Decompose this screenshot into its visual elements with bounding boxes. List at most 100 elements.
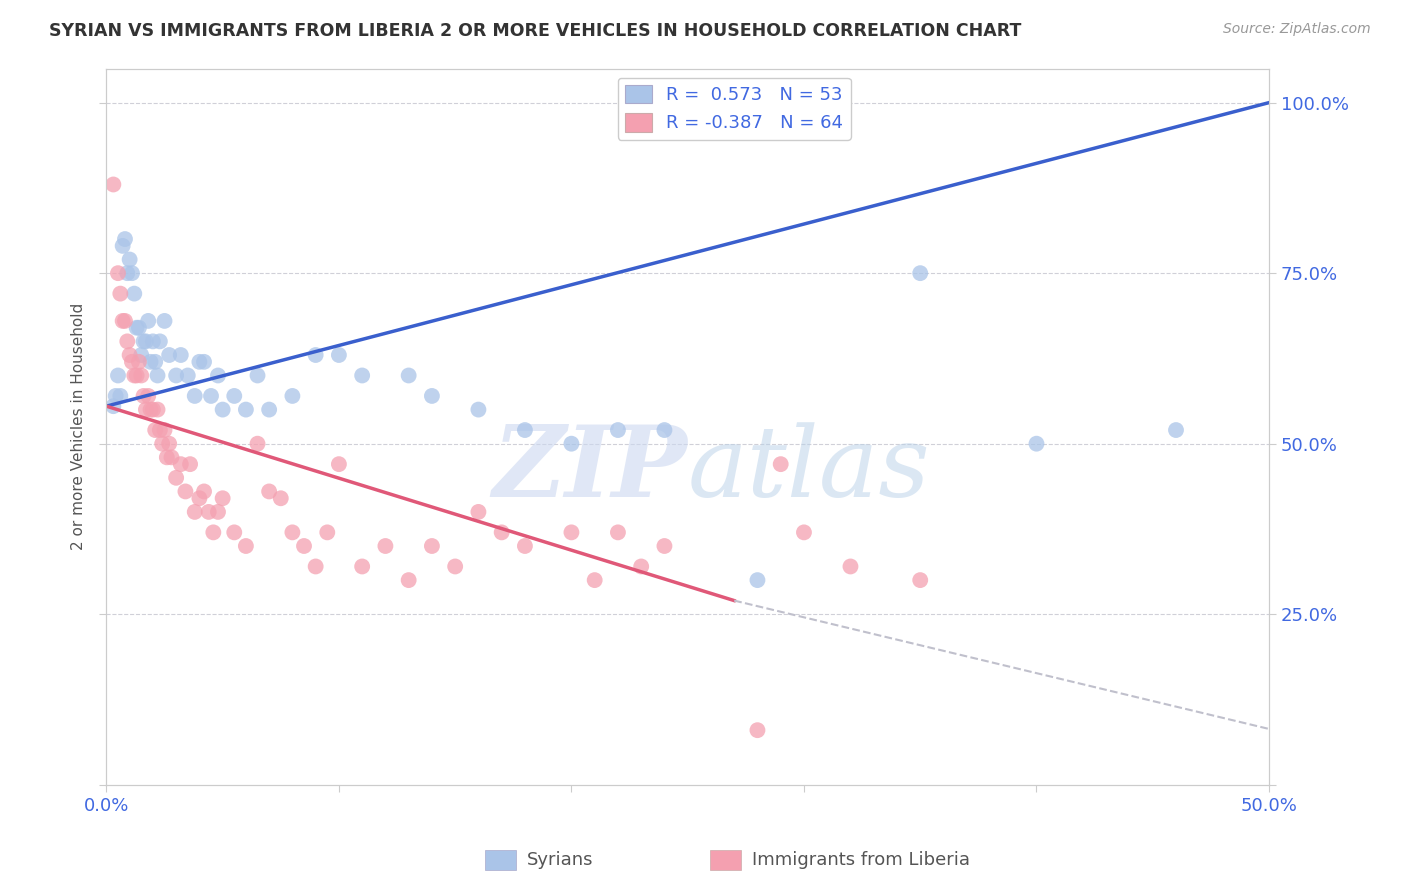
Point — [747, 573, 769, 587]
Point — [117, 334, 139, 349]
Point — [444, 559, 467, 574]
Point — [174, 484, 197, 499]
Point — [839, 559, 862, 574]
Point — [654, 539, 676, 553]
Point — [560, 525, 582, 540]
Point — [235, 539, 257, 553]
Point — [607, 423, 630, 437]
Point — [328, 348, 350, 362]
Point — [224, 525, 246, 540]
Text: Immigrants from Liberia: Immigrants from Liberia — [752, 851, 970, 869]
Point — [149, 423, 172, 437]
Point — [129, 368, 152, 383]
Point — [160, 450, 183, 465]
Text: Syrians: Syrians — [527, 851, 593, 869]
Point — [114, 314, 136, 328]
Point — [117, 266, 139, 280]
Point — [352, 368, 374, 383]
Point — [114, 232, 136, 246]
Point — [184, 389, 207, 403]
Point — [224, 389, 246, 403]
Point — [630, 559, 652, 574]
Point — [184, 505, 207, 519]
Point — [747, 723, 769, 738]
Point — [142, 334, 165, 349]
Point — [107, 266, 129, 280]
Point — [111, 239, 134, 253]
Point — [129, 348, 152, 362]
Point — [149, 334, 172, 349]
Point — [121, 266, 143, 280]
Point — [281, 525, 304, 540]
Point — [142, 402, 165, 417]
Point — [111, 314, 134, 328]
Text: SYRIAN VS IMMIGRANTS FROM LIBERIA 2 OR MORE VEHICLES IN HOUSEHOLD CORRELATION CH: SYRIAN VS IMMIGRANTS FROM LIBERIA 2 OR M… — [49, 22, 1022, 40]
Text: atlas: atlas — [688, 422, 931, 517]
Point — [328, 457, 350, 471]
Point — [908, 573, 931, 587]
Point — [769, 457, 792, 471]
Point — [125, 368, 148, 383]
Point — [211, 491, 233, 506]
Point — [110, 286, 132, 301]
Point — [179, 457, 201, 471]
Point — [132, 334, 155, 349]
Point — [513, 539, 536, 553]
Point — [118, 348, 141, 362]
Point — [124, 368, 146, 383]
Point — [136, 389, 159, 403]
Point — [157, 436, 180, 450]
Point — [305, 348, 328, 362]
Point — [156, 450, 179, 465]
Point — [107, 368, 129, 383]
Y-axis label: 2 or more Vehicles in Household: 2 or more Vehicles in Household — [72, 303, 86, 550]
Point — [197, 505, 219, 519]
Point — [491, 525, 513, 540]
Point — [281, 389, 304, 403]
Point — [170, 457, 193, 471]
Point — [193, 355, 215, 369]
Point — [193, 484, 215, 499]
Point — [135, 334, 157, 349]
Point — [188, 491, 211, 506]
Point — [211, 402, 233, 417]
Point — [139, 402, 162, 417]
Point — [398, 573, 420, 587]
Point — [136, 314, 159, 328]
Point — [110, 389, 132, 403]
Point — [246, 436, 269, 450]
Point — [207, 368, 229, 383]
Point — [121, 355, 143, 369]
Point — [103, 178, 125, 192]
Point — [420, 389, 443, 403]
Point — [146, 402, 169, 417]
Point — [146, 368, 169, 383]
Point — [139, 355, 162, 369]
Point — [104, 389, 127, 403]
Point — [467, 402, 489, 417]
Point — [207, 505, 229, 519]
Point — [398, 368, 420, 383]
Point — [165, 471, 187, 485]
Point — [143, 355, 166, 369]
Point — [292, 539, 315, 553]
Point — [583, 573, 606, 587]
Point — [188, 355, 211, 369]
Point — [157, 348, 180, 362]
Point — [1025, 436, 1047, 450]
Point — [654, 423, 676, 437]
Point — [560, 436, 582, 450]
Point — [170, 348, 193, 362]
Point — [467, 505, 489, 519]
Point — [177, 368, 200, 383]
Text: Source: ZipAtlas.com: Source: ZipAtlas.com — [1223, 22, 1371, 37]
Point — [352, 559, 374, 574]
Point — [132, 389, 155, 403]
Point — [257, 402, 280, 417]
Point — [513, 423, 536, 437]
Point — [128, 320, 150, 334]
Point — [153, 423, 176, 437]
Text: ZIP: ZIP — [492, 421, 688, 518]
Point — [153, 314, 176, 328]
Point — [128, 355, 150, 369]
